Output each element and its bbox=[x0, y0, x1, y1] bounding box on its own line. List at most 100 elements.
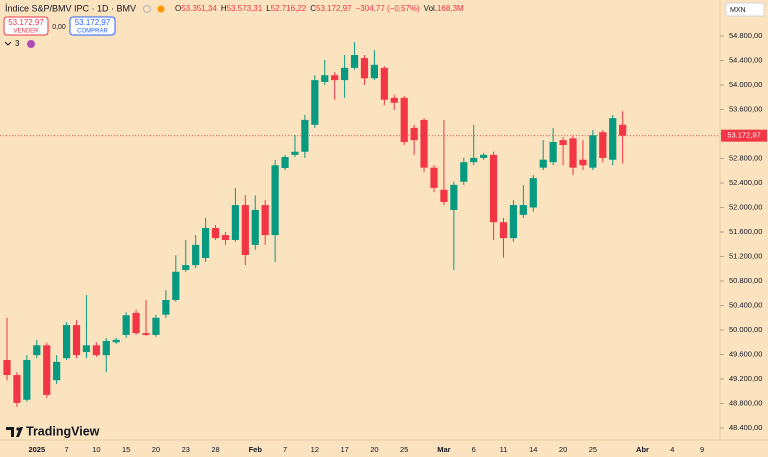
x-tick-label: 9 bbox=[700, 445, 704, 454]
x-tick-label: 4 bbox=[670, 445, 674, 454]
candle-body bbox=[410, 127, 418, 141]
x-tick-label: 7 bbox=[64, 445, 68, 454]
candle-body bbox=[321, 75, 329, 82]
x-tick-label: 2025 bbox=[28, 445, 45, 454]
x-tick-label: 20 bbox=[152, 445, 160, 454]
ohlc-value: 52.716,22 bbox=[271, 4, 307, 13]
x-tick-label: Feb bbox=[249, 445, 263, 454]
volume-key: Vol. bbox=[424, 4, 437, 13]
indicators-count[interactable]: 3 bbox=[15, 39, 20, 48]
brand-logo-dot bbox=[16, 427, 20, 431]
candle-body bbox=[579, 159, 587, 166]
x-tick-label: 10 bbox=[92, 445, 100, 454]
candle-body bbox=[509, 205, 518, 239]
candle-body bbox=[599, 132, 607, 158]
candle-body bbox=[251, 209, 259, 245]
market-icon[interactable] bbox=[157, 5, 165, 13]
axes: 48.400,00 48.800,00 49.200,00 49.600,00 50.0… bbox=[28, 31, 767, 454]
currency-box[interactable] bbox=[725, 2, 765, 17]
x-tick-label: 7 bbox=[283, 445, 287, 454]
x-tick-label: 20 bbox=[370, 445, 378, 454]
candle-body bbox=[569, 138, 577, 168]
candle-body bbox=[112, 339, 120, 343]
candle-body bbox=[380, 67, 388, 100]
candle-body bbox=[609, 118, 617, 160]
candle-body bbox=[539, 159, 547, 168]
ohlc-value: 53.172,97 bbox=[316, 4, 352, 13]
plot bbox=[0, 42, 720, 407]
y-tick-label: 53.600,00 bbox=[729, 104, 762, 113]
y-tick-label: 52.000,00 bbox=[729, 202, 762, 211]
candle-body bbox=[400, 97, 408, 142]
brand-logo[interactable] bbox=[6, 427, 23, 437]
candle-body bbox=[221, 235, 230, 240]
candle-body bbox=[3, 360, 11, 376]
candle-body bbox=[440, 189, 448, 202]
x-tick-label: 15 bbox=[122, 445, 130, 454]
candle-body bbox=[102, 341, 110, 356]
candle-body bbox=[172, 271, 180, 300]
x-tick-label: 11 bbox=[500, 445, 508, 454]
candle-body bbox=[291, 151, 299, 155]
candle-body bbox=[92, 345, 100, 356]
candle-body bbox=[231, 205, 239, 240]
candle-body bbox=[62, 325, 71, 359]
symbol[interactable]: Índice S&P/BMV IPC · 1D · BMV bbox=[5, 3, 136, 13]
last-price-box bbox=[721, 129, 767, 142]
ohlc-value: 53.351,34 bbox=[181, 4, 217, 13]
candle-body bbox=[331, 75, 339, 81]
candle-body bbox=[182, 265, 190, 270]
x-tick-label: 20 bbox=[559, 445, 567, 454]
candle-body bbox=[281, 156, 289, 169]
x-tick-label: 25 bbox=[589, 445, 597, 454]
candle-body bbox=[211, 228, 220, 239]
candle-body bbox=[162, 299, 170, 315]
candle-body bbox=[311, 80, 319, 125]
last-price-label: 53.172,97 bbox=[727, 131, 760, 140]
y-tick-label: 54.000,00 bbox=[729, 80, 762, 89]
y-tick-label: 51.600,00 bbox=[729, 227, 762, 236]
x-tick-label: 23 bbox=[182, 445, 190, 454]
sell-button[interactable] bbox=[3, 16, 49, 36]
currency[interactable]: MXN bbox=[730, 7, 746, 14]
candle-body bbox=[192, 244, 200, 266]
x-tick-label: 25 bbox=[400, 445, 408, 454]
buy-button[interactable] bbox=[69, 16, 116, 36]
y-tick-label: 50.000,00 bbox=[729, 325, 762, 334]
sell-label: VENDER bbox=[13, 29, 39, 35]
candle-body bbox=[341, 67, 349, 81]
y-tick-label: 51.200,00 bbox=[729, 251, 762, 260]
ohlc-value: 53.573,31 bbox=[227, 4, 263, 13]
candle-body bbox=[549, 141, 557, 163]
status-icon[interactable] bbox=[143, 5, 151, 13]
candle-body bbox=[13, 375, 21, 403]
y-tick-label: 50.400,00 bbox=[729, 300, 762, 309]
candle-body bbox=[370, 64, 379, 79]
indicator-icon[interactable] bbox=[27, 40, 35, 48]
collapse-icon[interactable] bbox=[4, 41, 12, 46]
candle-body bbox=[202, 228, 210, 259]
candle-body bbox=[480, 154, 488, 158]
candle-body bbox=[132, 312, 140, 334]
candle-body bbox=[450, 184, 458, 210]
ohlc-key: O bbox=[175, 4, 181, 13]
ohlc-key: L bbox=[266, 4, 271, 13]
y-tick-label: 49.600,00 bbox=[729, 349, 762, 358]
candle-body bbox=[301, 119, 309, 152]
candle-body bbox=[390, 97, 398, 103]
x-tick-label: 12 bbox=[311, 445, 319, 454]
candle-body bbox=[499, 222, 508, 239]
candle-body bbox=[72, 325, 81, 356]
y-tick-label: 50.800,00 bbox=[729, 276, 762, 285]
buy-label: COMPRAR bbox=[77, 29, 108, 35]
x-tick-label: 17 bbox=[340, 445, 348, 454]
candle-body bbox=[529, 178, 537, 208]
volume: 168,3M bbox=[437, 4, 464, 13]
y-tick-label: 54.400,00 bbox=[729, 55, 762, 64]
x-tick-label: Mar bbox=[437, 445, 450, 454]
candle-body bbox=[350, 55, 359, 68]
y-tick-label: 49.200,00 bbox=[729, 374, 762, 383]
candle-body bbox=[271, 165, 279, 236]
brand[interactable]: TradingView bbox=[26, 424, 100, 438]
